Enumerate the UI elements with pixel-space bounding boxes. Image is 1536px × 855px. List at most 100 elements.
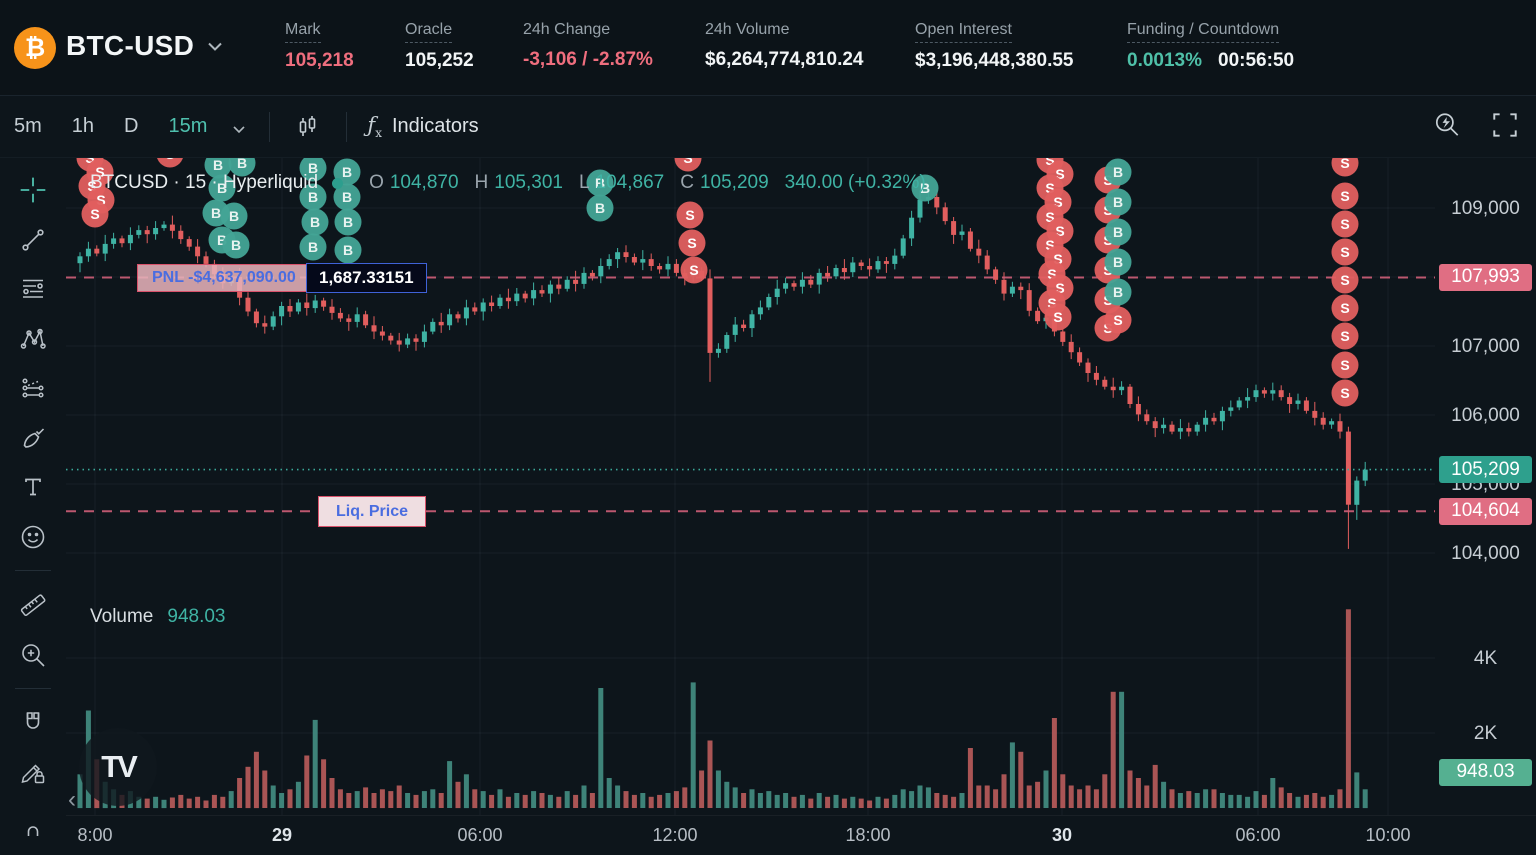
chart-toolbar: 5m 1h D 15m ƒx Indicators — [0, 96, 1536, 158]
svg-text:S: S — [1045, 237, 1054, 253]
hidden-tool-partial-icon[interactable] — [15, 806, 51, 838]
text-tool-icon[interactable] — [15, 471, 51, 503]
price-chart-canvas[interactable]: SSSSSSSSSSSSSSSSSSSSSSSSSSSSSSSSSSSSSSBB… — [66, 158, 1536, 855]
legend-change: 340.00 (+0.32%) — [784, 172, 926, 193]
stat-mark-value: 105,218 — [285, 50, 354, 71]
stat-oracle-value: 105,252 — [405, 50, 474, 71]
svg-text:B: B — [1113, 194, 1123, 210]
chart-region: SSSSSSSSSSSSSSSSSSSSSSSSSSSSSSSSSSSSSSBB… — [66, 158, 1536, 855]
price-tick: 104,000 — [1451, 543, 1520, 564]
drawing-toolbar — [0, 158, 66, 855]
svg-text:S: S — [1053, 194, 1062, 210]
svg-text:S: S — [1045, 209, 1054, 225]
legend-close-value: 105,209 — [699, 172, 769, 193]
price-tick: 109,000 — [1451, 198, 1520, 219]
svg-text:S: S — [1055, 223, 1064, 239]
emoji-tool-icon[interactable] — [15, 520, 51, 552]
price-tick: 106,000 — [1451, 405, 1520, 426]
svg-text:S: S — [1053, 251, 1062, 267]
legend-close-key: C — [680, 172, 694, 193]
crosshair-tool-icon[interactable] — [15, 174, 51, 206]
data-status-dot-icon[interactable] — [332, 177, 344, 189]
price-badge: 107,993 — [1439, 263, 1532, 291]
volume-legend-title[interactable]: Volume — [90, 606, 154, 627]
fullscreen-icon[interactable] — [1490, 110, 1520, 140]
stat-24h-volume-value: $6,264,774,810.24 — [705, 49, 864, 70]
svg-text:B: B — [308, 189, 318, 205]
svg-text:S: S — [1045, 158, 1054, 168]
svg-text:S: S — [1340, 188, 1349, 204]
svg-text:S: S — [95, 164, 104, 180]
interval-chevron-down-icon[interactable] — [229, 119, 249, 139]
price-axis[interactable]: 109,000 107,000 106,000 105,000 104,000 4K 2K 1… — [1435, 158, 1536, 855]
svg-text:S: S — [689, 262, 698, 278]
stat-funding: Funding / Countdown 0.0013% 00:56:50 — [1127, 21, 1294, 72]
svg-text:S: S — [1055, 280, 1064, 296]
legend-high-value: 105,301 — [494, 172, 563, 193]
drawbar-divider — [15, 687, 51, 689]
liquidation-price-label[interactable]: Liq. Price — [318, 496, 427, 527]
svg-text:S: S — [1340, 300, 1349, 316]
trend-line-tool-icon[interactable] — [15, 223, 51, 255]
stat-oracle: Oracle 105,252 — [405, 21, 474, 72]
svg-text:B: B — [343, 242, 353, 258]
svg-text:B: B — [342, 189, 352, 205]
magnet-tool-icon[interactable] — [15, 707, 51, 739]
stat-funding-label: Funding / Countdown — [1127, 21, 1280, 43]
indicators-button[interactable]: ƒx Indicators — [367, 113, 478, 140]
svg-text:S: S — [96, 192, 105, 208]
interval-5m[interactable]: 5m — [14, 115, 42, 137]
time-tick: 10:00 — [1365, 825, 1411, 845]
svg-text:S: S — [683, 158, 692, 166]
time-axis[interactable]: 8:00 29 06:00 12:00 18:00 30 06:00 10:00 — [66, 815, 1536, 855]
drawing-lock-tool-icon[interactable] — [15, 756, 51, 788]
svg-text:B: B — [595, 175, 605, 191]
svg-text:S: S — [1340, 216, 1349, 232]
svg-text:B: B — [1113, 224, 1123, 240]
flash-screenshot-icon[interactable] — [1432, 110, 1462, 140]
interval-1d[interactable]: D — [124, 115, 139, 137]
forecast-tool-icon[interactable] — [15, 372, 51, 404]
candle-style-icon[interactable] — [290, 109, 326, 145]
zoom-in-tool-icon[interactable] — [15, 638, 51, 670]
stat-oracle-label: Oracle — [405, 21, 453, 43]
stat-24h-volume: 24h Volume $6,264,774,810.24 — [705, 21, 864, 71]
time-tick: 06:00 — [457, 825, 503, 845]
chevron-down-icon[interactable] — [203, 34, 227, 58]
btc-icon: ₿ — [14, 27, 56, 69]
svg-text:B: B — [308, 160, 318, 176]
legend-title[interactable]: BTCUSD · 15 · Hyperliquid — [90, 172, 319, 193]
position-size-label[interactable]: 1,687.33151 — [306, 263, 427, 293]
svg-text:S: S — [165, 158, 174, 162]
stat-open-interest-value: $3,196,448,380.55 — [915, 50, 1074, 71]
svg-text:S: S — [90, 206, 99, 222]
pnl-label[interactable]: PNL -$4,637,090.00 — [137, 264, 311, 292]
svg-text:S: S — [1045, 180, 1054, 196]
svg-text:B: B — [211, 205, 221, 221]
legend-open-value: 104,870 — [389, 172, 459, 193]
svg-text:B: B — [217, 232, 227, 248]
xabcd-pattern-tool-icon[interactable] — [15, 322, 51, 354]
collapse-toolbar-chevron-icon[interactable]: ‹ — [68, 786, 76, 813]
interval-1h[interactable]: 1h — [71, 115, 95, 137]
time-tick: 8:00 — [77, 825, 113, 845]
funding-countdown: 00:56:50 — [1218, 50, 1295, 71]
legend-open-key: O — [369, 172, 384, 193]
indicators-label: Indicators — [391, 115, 479, 137]
brush-tool-icon[interactable] — [15, 421, 51, 453]
legend-high-key: H — [474, 172, 489, 193]
volume-legend: Volume 948.03 — [90, 606, 226, 628]
stat-mark: Mark 105,218 — [285, 21, 354, 72]
svg-text:B: B — [595, 200, 605, 216]
svg-text:S: S — [1053, 309, 1062, 325]
svg-text:B: B — [213, 158, 223, 173]
svg-text:S: S — [1340, 328, 1349, 344]
svg-text:B: B — [920, 180, 930, 196]
interval-15m-active[interactable]: 15m — [168, 115, 208, 137]
chart-legend: BTCUSD · 15 · Hyperliquid O 104,870 H 10… — [90, 172, 926, 194]
svg-text:B: B — [231, 237, 241, 253]
symbol-title[interactable]: BTC-USD — [66, 30, 195, 61]
svg-text:B: B — [229, 208, 239, 224]
fib-retracement-tool-icon[interactable] — [15, 273, 51, 305]
ruler-tool-icon[interactable] — [15, 589, 51, 621]
